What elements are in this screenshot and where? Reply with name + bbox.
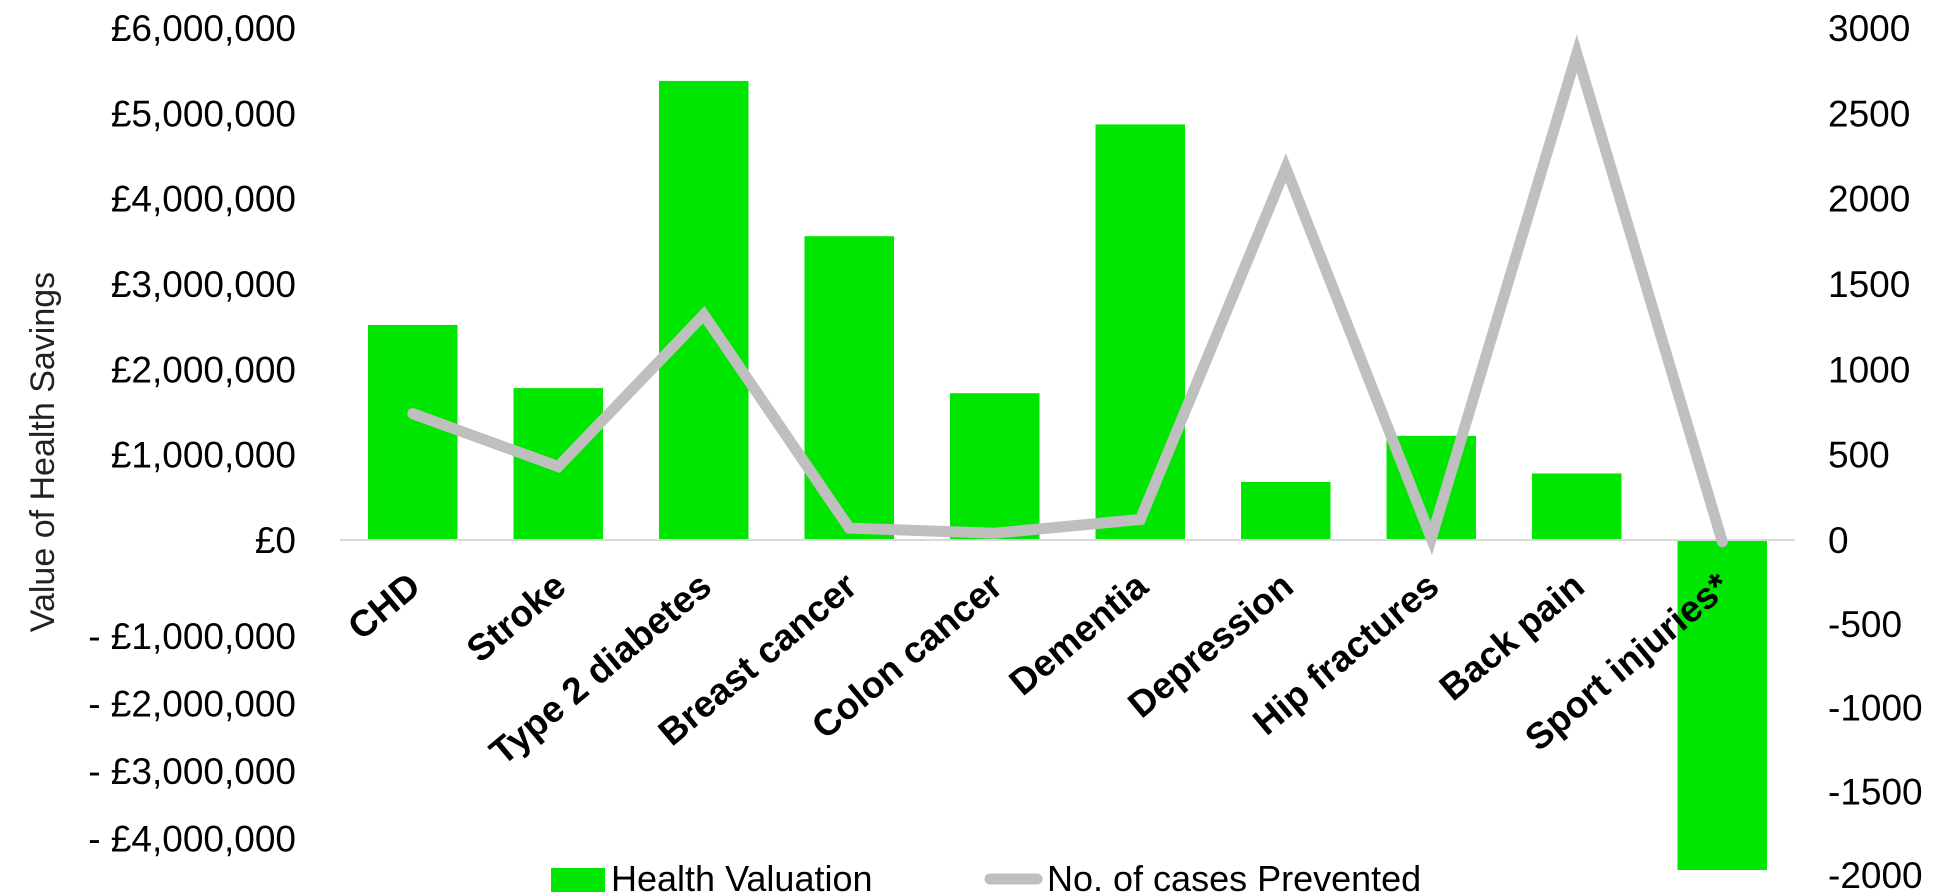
left-axis-ticks: £6,000,000 £5,000,000 £4,000,000 £3,000,000… bbox=[88, 8, 296, 860]
y-axis-title: Value of Health Savings bbox=[24, 272, 62, 632]
bar-colon-cancer bbox=[950, 393, 1040, 540]
left-tick-label: £3,000,000 bbox=[111, 264, 296, 305]
left-tick-label: - £3,000,000 bbox=[88, 751, 296, 792]
right-tick-label: -1500 bbox=[1828, 771, 1923, 812]
left-tick-label: - £4,000,000 bbox=[88, 819, 296, 860]
right-tick-label: -500 bbox=[1828, 604, 1902, 645]
left-tick-label: £0 bbox=[255, 520, 296, 561]
left-tick-label: £5,000,000 bbox=[111, 93, 296, 134]
legend-swatch-health-valuation bbox=[551, 868, 605, 892]
right-tick-label: 2000 bbox=[1828, 179, 1910, 220]
right-tick-label: -2000 bbox=[1828, 855, 1923, 896]
bar-dementia bbox=[1095, 124, 1185, 540]
left-tick-label: - £1,000,000 bbox=[88, 616, 296, 657]
bar-breast-cancer bbox=[804, 236, 894, 541]
right-tick-label: 1000 bbox=[1828, 349, 1910, 390]
left-tick-label: £2,000,000 bbox=[111, 349, 296, 390]
right-tick-label: 3000 bbox=[1828, 8, 1910, 49]
cases-prevented-line bbox=[407, 34, 1728, 556]
left-tick-label: - £2,000,000 bbox=[88, 684, 296, 725]
legend: Health Valuation No. of cases Prevented bbox=[551, 858, 1421, 896]
bar-chd bbox=[368, 324, 458, 540]
left-tick-label: £4,000,000 bbox=[111, 179, 296, 220]
legend-label-health-valuation: Health Valuation bbox=[611, 858, 873, 896]
right-tick-label: 1500 bbox=[1828, 264, 1910, 305]
right-tick-label: -1000 bbox=[1828, 688, 1923, 729]
right-tick-label: 500 bbox=[1828, 435, 1890, 476]
bar-series bbox=[368, 80, 1767, 870]
right-axis-ticks: 3000 2500 2000 1500 1000 500 0 -500 -1000 -1500 -2… bbox=[1828, 8, 1923, 896]
category-label: Stroke bbox=[459, 565, 574, 670]
bar-depression bbox=[1241, 481, 1331, 540]
right-tick-label: 0 bbox=[1828, 520, 1849, 561]
category-label: Dementia bbox=[1001, 564, 1155, 703]
bar-sport-injuries bbox=[1677, 540, 1767, 870]
legend-label-cases-prevented: No. of cases Prevented bbox=[1047, 858, 1421, 896]
category-label: CHD bbox=[340, 565, 428, 648]
left-tick-label: £1,000,000 bbox=[111, 435, 296, 476]
right-tick-label: 2500 bbox=[1828, 93, 1910, 134]
left-tick-label: £6,000,000 bbox=[111, 8, 296, 49]
bar-back-pain bbox=[1532, 473, 1622, 540]
